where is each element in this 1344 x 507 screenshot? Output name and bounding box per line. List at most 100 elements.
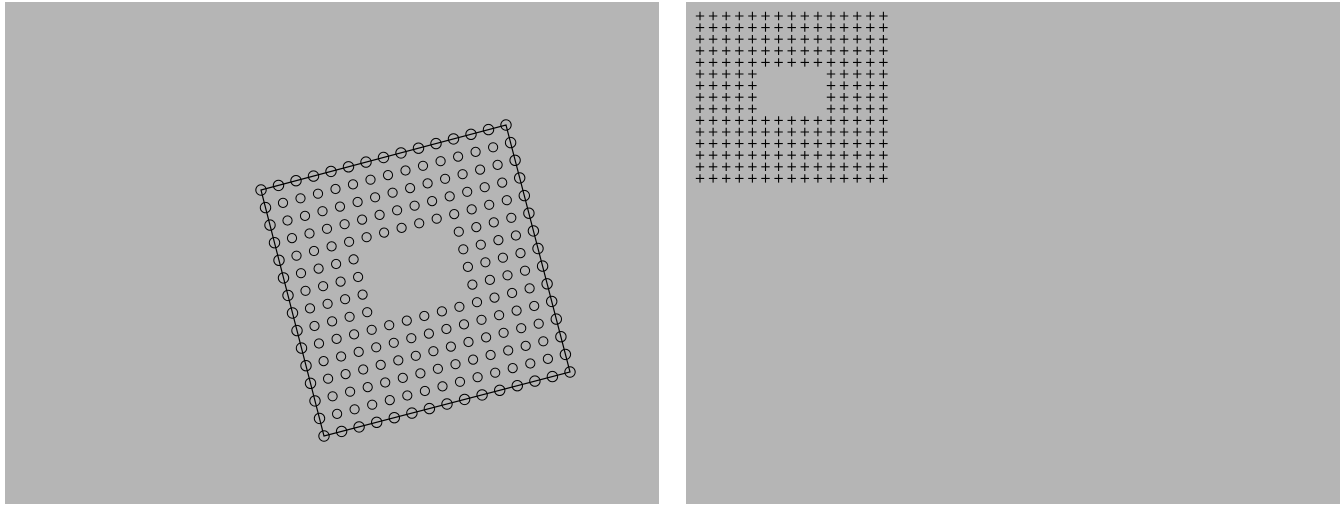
circle-marker	[268, 237, 281, 249]
plus-marker	[839, 46, 849, 55]
plus-marker	[748, 116, 757, 125]
circle-marker	[365, 174, 376, 185]
plus-marker	[722, 104, 731, 113]
circle-marker	[387, 187, 398, 198]
plus-marker	[826, 23, 836, 32]
left-canvas-panel	[5, 2, 659, 504]
plus-marker	[866, 162, 875, 171]
plus-marker	[866, 174, 875, 183]
circle-marker	[379, 227, 390, 238]
circle-marker	[494, 310, 505, 321]
plus-marker	[722, 81, 731, 90]
plus-marker	[826, 93, 836, 102]
circle-marker	[485, 349, 496, 361]
circle-marker	[313, 263, 324, 274]
circle-marker	[503, 345, 514, 356]
plus-marker	[748, 46, 757, 55]
plus-marker	[879, 23, 888, 32]
plus-marker	[722, 46, 731, 55]
circle-marker	[318, 430, 330, 442]
circle-marker	[484, 199, 495, 210]
circle-marker	[437, 381, 448, 392]
circle-marker	[300, 285, 311, 296]
plus-marker	[695, 93, 705, 102]
plus-marker	[813, 35, 823, 44]
plus-marker	[839, 81, 849, 90]
circle-marker	[336, 351, 347, 362]
circle-marker	[290, 175, 302, 187]
plus-marker	[866, 139, 875, 148]
right-canvas	[695, 11, 888, 183]
plus-marker	[879, 151, 888, 160]
plus-marker	[866, 81, 875, 90]
plus-marker	[879, 104, 888, 113]
circle-marker	[498, 327, 509, 338]
circle-marker	[344, 236, 355, 247]
plus-marker	[826, 127, 836, 137]
plus-marker	[761, 11, 770, 21]
circle-marker	[406, 333, 417, 344]
circle-marker	[454, 301, 465, 312]
plus-marker	[813, 139, 823, 148]
circle-marker	[529, 300, 540, 312]
plus-marker	[774, 23, 783, 32]
circle-marker	[377, 151, 390, 164]
plus-marker	[800, 127, 809, 137]
plus-marker	[708, 58, 718, 67]
circle-marker	[511, 380, 523, 392]
plus-marker	[879, 69, 888, 79]
plus-marker	[853, 11, 862, 21]
plus-marker	[787, 139, 796, 148]
plus-marker	[695, 23, 705, 32]
plus-marker	[748, 104, 757, 113]
circle-marker	[507, 363, 518, 374]
circle-marker	[286, 307, 299, 319]
circle-marker	[466, 204, 477, 215]
circle-marker	[501, 195, 512, 206]
plus-marker	[735, 81, 744, 90]
plus-marker	[866, 127, 875, 137]
circle-marker	[542, 353, 554, 364]
circle-marker	[533, 318, 544, 329]
plus-marker	[735, 23, 744, 32]
plus-marker	[722, 69, 731, 79]
plus-marker	[826, 46, 836, 55]
plus-marker	[708, 151, 718, 160]
plus-marker	[826, 35, 836, 44]
circle-marker	[480, 257, 491, 268]
plus-marker	[787, 46, 796, 55]
circle-marker	[340, 369, 351, 380]
circle-marker	[435, 156, 446, 167]
circle-marker	[414, 218, 425, 229]
plus-marker	[708, 69, 718, 79]
plus-marker	[722, 174, 731, 183]
plus-marker	[787, 151, 796, 160]
circle-marker	[475, 164, 486, 175]
circle-marker	[500, 119, 512, 131]
plus-marker	[866, 11, 875, 21]
circle-marker	[520, 340, 531, 351]
plus-marker	[695, 162, 705, 171]
plus-marker	[748, 23, 757, 32]
circle-marker	[374, 209, 385, 220]
circle-marker	[427, 196, 438, 207]
circle-marker	[330, 183, 341, 195]
circle-marker	[507, 287, 518, 299]
circle-marker	[484, 274, 495, 285]
circle-marker	[436, 306, 447, 317]
plus-marker	[866, 93, 875, 102]
left-canvas	[255, 119, 576, 442]
plus-marker	[853, 174, 862, 183]
plus-marker	[839, 11, 849, 21]
plus-marker	[853, 58, 862, 67]
circle-marker	[516, 323, 527, 334]
plus-marker	[722, 127, 731, 137]
plus-marker	[695, 174, 705, 183]
circle-marker	[479, 182, 490, 193]
plus-marker	[735, 69, 744, 79]
circle-marker	[504, 136, 517, 149]
plus-marker	[735, 174, 744, 183]
circle-marker	[412, 142, 425, 154]
circle-marker	[467, 279, 478, 290]
circle-marker	[400, 165, 411, 176]
